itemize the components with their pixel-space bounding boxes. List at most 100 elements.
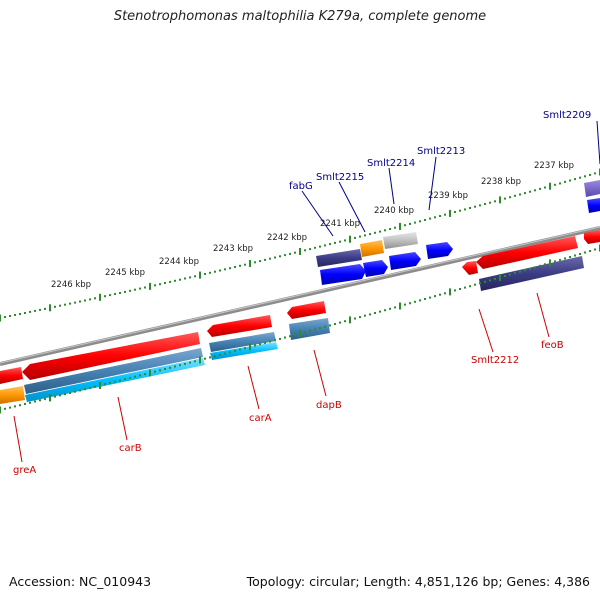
minor-tick	[369, 313, 371, 316]
minor-tick	[354, 317, 356, 320]
minor-tick	[474, 205, 476, 208]
minor-tick	[554, 183, 556, 186]
minor-tick	[19, 313, 21, 315]
major-tick	[249, 343, 251, 351]
minor-tick	[204, 357, 206, 360]
forward-gene-labels: Smlt2209 Smlt2213 Smlt2214 Smlt2215 fabG	[289, 110, 591, 192]
minor-tick	[504, 197, 506, 200]
minor-tick	[204, 273, 206, 275]
minor-tick	[279, 337, 281, 340]
major-tick	[299, 248, 301, 255]
minor-tick	[324, 325, 326, 328]
gene-label-feob: feoB	[541, 340, 564, 351]
minor-tick	[179, 364, 181, 367]
minor-tick	[29, 401, 31, 404]
minor-tick	[44, 398, 46, 401]
minor-tick	[244, 347, 246, 350]
gene-label-dapb: dapB	[316, 400, 342, 411]
minor-tick	[159, 369, 161, 372]
minor-tick	[274, 339, 276, 342]
minor-tick	[464, 208, 466, 211]
minor-tick	[464, 286, 466, 289]
minor-tick	[344, 320, 346, 323]
minor-tick	[39, 399, 41, 402]
topology-text: Topology: circular; Length: 4,851,126 bp…	[246, 574, 590, 589]
gene-label-smlt2209: Smlt2209	[543, 110, 591, 121]
tick-label-2244: 2244 kbp	[159, 257, 199, 267]
minor-tick	[19, 404, 21, 407]
gene-smlt2215-arrow	[360, 240, 384, 257]
major-tick	[549, 259, 551, 267]
reverse-features	[0, 230, 600, 404]
minor-tick	[264, 258, 266, 261]
minor-tick	[374, 231, 376, 234]
minor-tick	[569, 179, 571, 182]
minor-tick	[59, 394, 61, 397]
minor-tick	[304, 249, 306, 252]
minor-tick	[284, 254, 286, 257]
minor-tick	[384, 229, 386, 232]
minor-tick	[179, 278, 181, 281]
tick-label-2243: 2243 kbp	[213, 244, 253, 254]
minor-tick	[394, 306, 396, 309]
minor-tick	[559, 182, 561, 185]
gene-feob-arrow	[476, 236, 578, 269]
minor-tick	[389, 307, 391, 310]
minor-tick	[484, 280, 486, 283]
gene-cara-box-2	[210, 342, 278, 360]
minor-tick	[219, 353, 221, 356]
forward-callouts	[301, 120, 600, 237]
minor-tick	[94, 385, 96, 388]
major-tick	[99, 293, 101, 301]
minor-tick	[439, 215, 441, 217]
minor-tick	[104, 383, 106, 386]
minor-tick	[594, 248, 596, 251]
minor-tick	[589, 173, 591, 176]
minor-tick	[54, 305, 56, 308]
tick-label-2246: 2246 kbp	[51, 280, 91, 290]
minor-tick	[429, 217, 431, 220]
minor-tick	[444, 213, 446, 216]
major-tick	[299, 330, 301, 337]
minor-tick	[24, 312, 26, 314]
minor-tick	[294, 333, 296, 336]
minor-tick	[229, 267, 231, 270]
minor-tick	[389, 228, 391, 230]
minor-tick	[554, 260, 556, 263]
minor-tick	[229, 351, 231, 354]
minor-tick	[224, 268, 226, 271]
tick-label-2242: 2242 kbp	[267, 233, 307, 243]
minor-tick	[44, 307, 46, 310]
minor-tick	[169, 366, 171, 369]
minor-tick	[319, 245, 321, 248]
minor-tick	[404, 224, 406, 227]
gene-carb-arrow	[22, 332, 200, 380]
minor-tick	[534, 266, 536, 269]
minor-tick	[524, 192, 526, 195]
tick-labels: 2237 kbp 2238 kbp 2239 kbp 2240 kbp 2241…	[51, 161, 574, 290]
minor-tick	[569, 256, 571, 258]
major-tick	[399, 222, 401, 230]
minor-tick	[84, 388, 86, 391]
gene-grea-arrow	[0, 367, 23, 384]
minor-tick	[124, 290, 126, 293]
minor-tick	[469, 285, 471, 288]
minor-tick	[4, 316, 6, 318]
minor-tick	[269, 340, 271, 343]
minor-tick	[94, 297, 96, 300]
minor-tick	[24, 403, 26, 405]
minor-tick	[294, 251, 296, 254]
minor-tick	[364, 314, 366, 317]
gene-blue-4-arrow	[426, 242, 453, 259]
gene-carb-box-2	[25, 358, 205, 402]
minor-tick	[494, 277, 496, 280]
minor-tick	[224, 352, 226, 355]
minor-tick	[529, 190, 531, 193]
minor-tick	[254, 344, 256, 347]
minor-tick	[39, 308, 41, 311]
minor-tick	[479, 204, 481, 207]
minor-tick	[54, 395, 56, 398]
minor-tick	[334, 323, 336, 325]
tick-label-2238: 2238 kbp	[481, 177, 521, 187]
